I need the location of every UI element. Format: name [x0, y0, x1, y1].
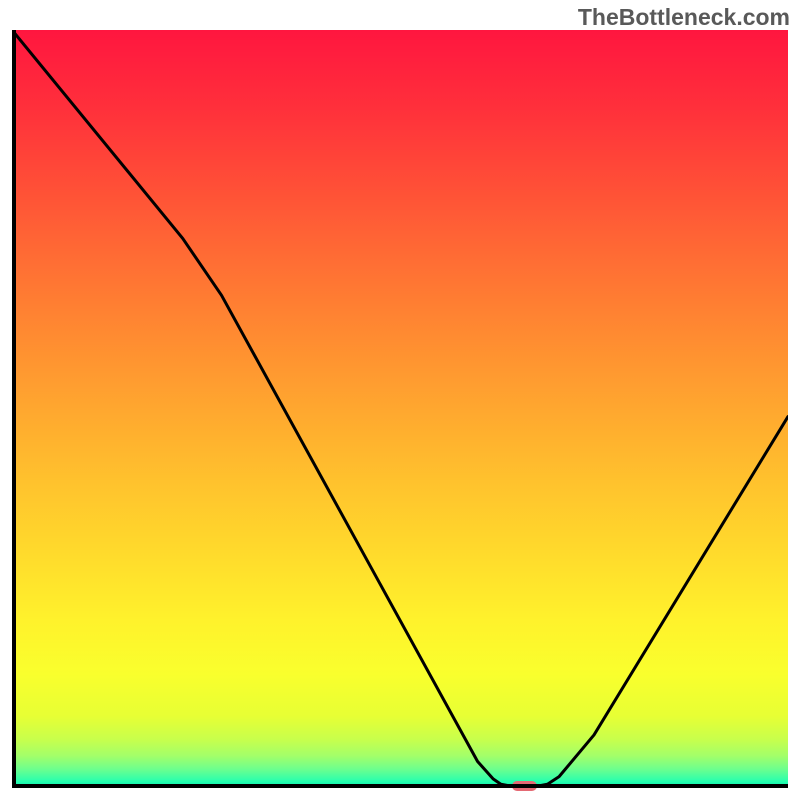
chart-container: TheBottleneck.com [0, 0, 800, 800]
bottleneck-curve [12, 30, 788, 788]
y-axis-line [12, 30, 16, 788]
x-axis-line [12, 784, 788, 788]
watermark-text: TheBottleneck.com [578, 4, 790, 31]
plot-area [12, 30, 788, 788]
